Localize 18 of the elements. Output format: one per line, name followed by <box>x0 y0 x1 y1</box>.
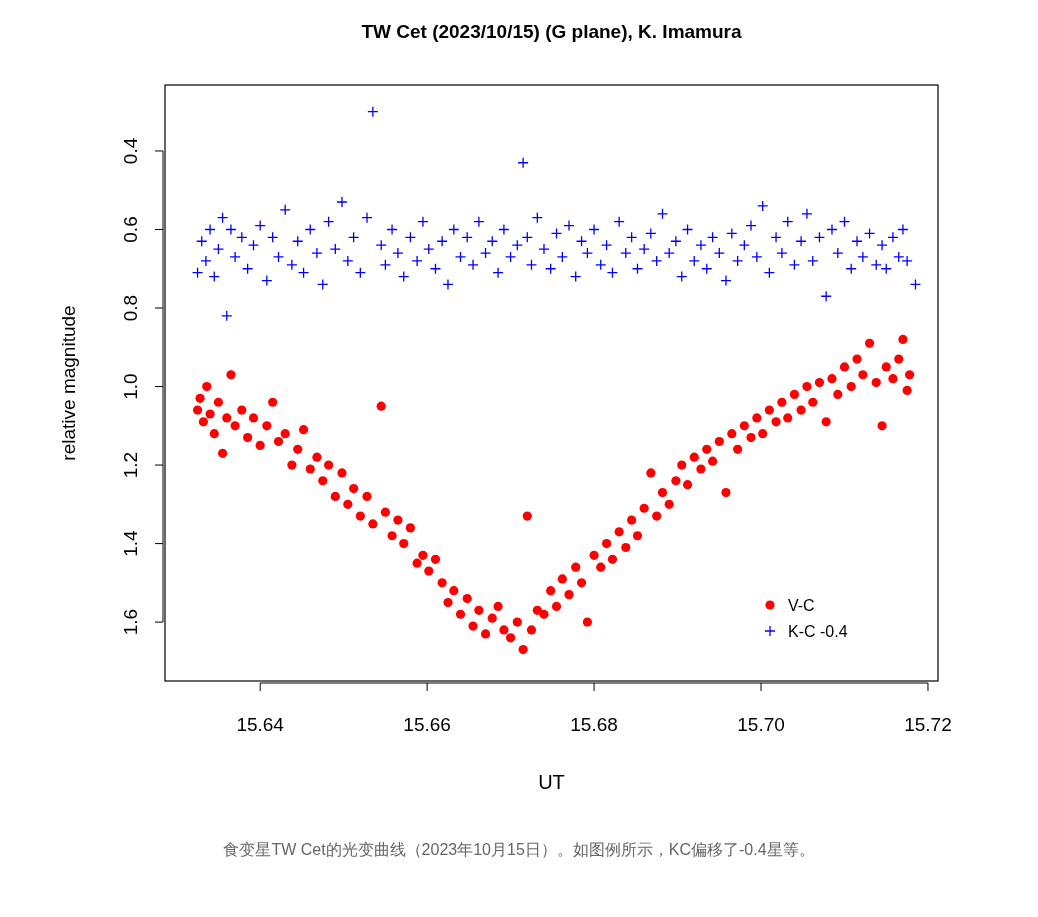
x-tick-label: 15.70 <box>737 714 785 735</box>
x-tick-label: 15.64 <box>236 714 285 735</box>
y-tick-label: 1.6 <box>120 608 141 636</box>
y-tick-label: 1.4 <box>120 529 141 557</box>
x-tick-label: 15.66 <box>403 714 451 735</box>
y-axis-title: relative magnitude <box>58 305 79 461</box>
x-tick-label: 15.68 <box>570 714 618 735</box>
x-axis-title: UT <box>538 771 565 793</box>
y-tick-label: 1.0 <box>120 373 141 400</box>
y-tick-label: 0.6 <box>120 216 141 243</box>
legend-label: K-C -0.4 <box>788 623 848 640</box>
y-tick-label: 0.8 <box>120 294 141 322</box>
text: 食变星TW Cet的光变曲线（2023年10月15日）。如图例所示，KC偏移了-0.4星等。 <box>223 841 815 858</box>
y-tick-label: 0.4 <box>120 137 141 165</box>
legend-label: V-C <box>788 597 815 614</box>
chart-title: TW Cet (2023/10/15) (G plane), K. Imamura <box>361 21 742 42</box>
y-tick-label: 1.2 <box>120 451 141 479</box>
x-tick-label: 15.72 <box>904 714 952 735</box>
